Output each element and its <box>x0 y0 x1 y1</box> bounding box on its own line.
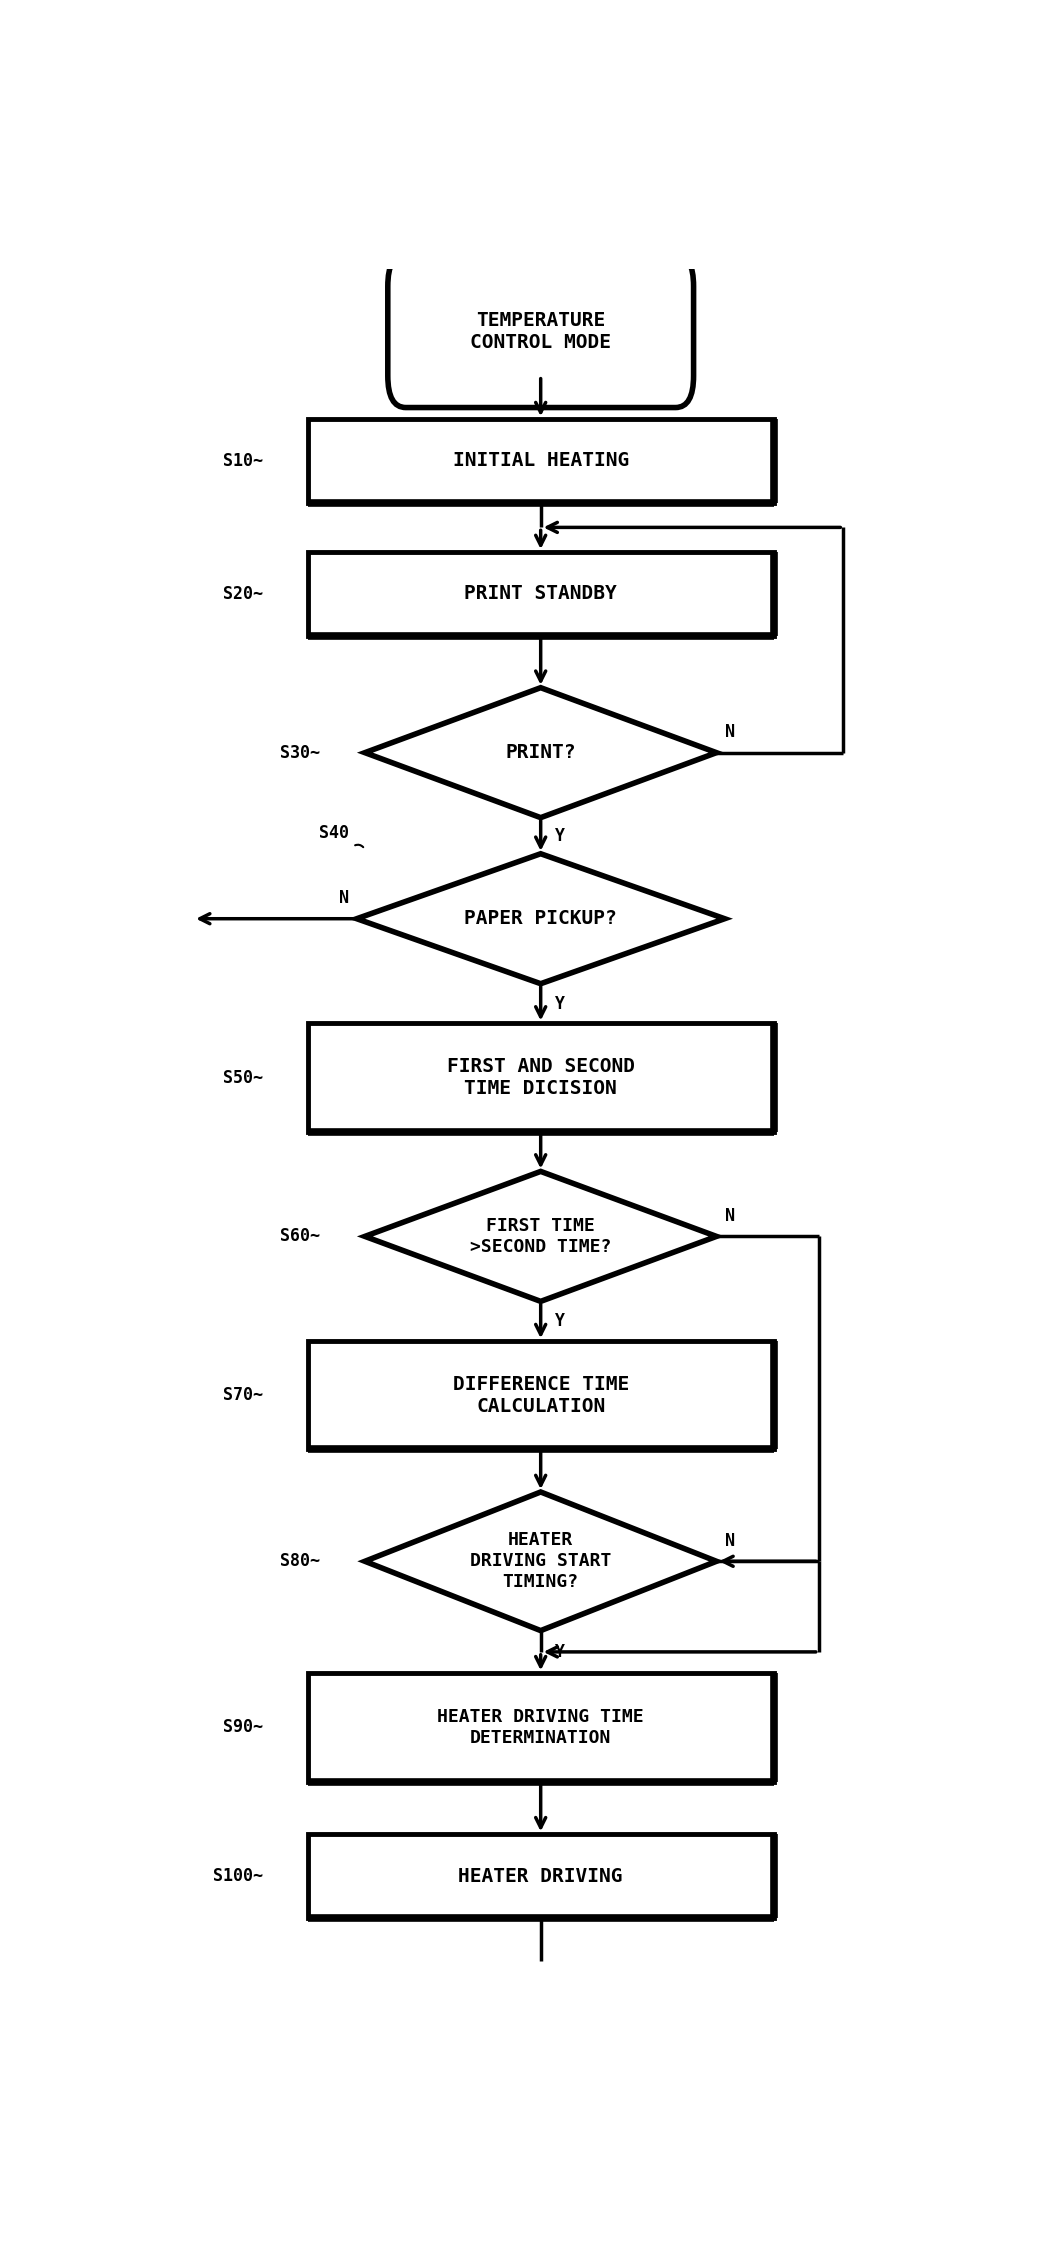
Text: HEATER DRIVING TIME
DETERMINATION: HEATER DRIVING TIME DETERMINATION <box>438 1708 644 1746</box>
Text: PAPER PICKUP?: PAPER PICKUP? <box>464 910 617 928</box>
Text: HEATER
DRIVING START
TIMING?: HEATER DRIVING START TIMING? <box>469 1531 612 1591</box>
Text: Y: Y <box>555 1643 565 1661</box>
Text: S20~: S20~ <box>223 585 263 603</box>
Text: S30~: S30~ <box>280 744 320 762</box>
Text: PRINT?: PRINT? <box>505 744 576 762</box>
Text: INITIAL HEATING: INITIAL HEATING <box>453 450 629 471</box>
Bar <box>308 1674 773 1782</box>
Text: S40: S40 <box>319 825 348 843</box>
Text: Y: Y <box>555 1313 565 1331</box>
Text: FIRST AND SECOND
TIME DICISION: FIRST AND SECOND TIME DICISION <box>446 1058 635 1098</box>
Text: Y: Y <box>555 827 565 845</box>
Bar <box>308 1024 773 1132</box>
Text: FIRST TIME
>SECOND TIME?: FIRST TIME >SECOND TIME? <box>469 1217 612 1255</box>
Polygon shape <box>357 854 725 984</box>
Text: S10~: S10~ <box>223 453 263 471</box>
Bar <box>308 1340 773 1450</box>
Bar <box>308 551 773 636</box>
Bar <box>308 419 773 502</box>
Text: N: N <box>725 1533 734 1551</box>
Text: PRINT STANDBY: PRINT STANDBY <box>464 585 617 603</box>
Polygon shape <box>365 688 716 818</box>
Text: Y: Y <box>555 995 565 1013</box>
Text: S70~: S70~ <box>223 1387 263 1405</box>
Text: S80~: S80~ <box>280 1553 320 1571</box>
Text: S50~: S50~ <box>223 1069 263 1087</box>
Text: S100~: S100~ <box>213 1867 263 1885</box>
Text: N: N <box>339 890 348 908</box>
FancyBboxPatch shape <box>388 255 693 408</box>
Text: N: N <box>725 1208 734 1226</box>
Text: S60~: S60~ <box>280 1228 320 1246</box>
Polygon shape <box>365 1172 716 1302</box>
Text: HEATER DRIVING: HEATER DRIVING <box>459 1867 622 1885</box>
Text: S90~: S90~ <box>223 1719 263 1737</box>
Polygon shape <box>365 1493 716 1631</box>
Bar <box>308 1833 773 1918</box>
Text: DIFFERENCE TIME
CALCULATION: DIFFERENCE TIME CALCULATION <box>453 1374 629 1416</box>
Text: TEMPERATURE
CONTROL MODE: TEMPERATURE CONTROL MODE <box>471 311 611 352</box>
Text: N: N <box>725 724 734 742</box>
